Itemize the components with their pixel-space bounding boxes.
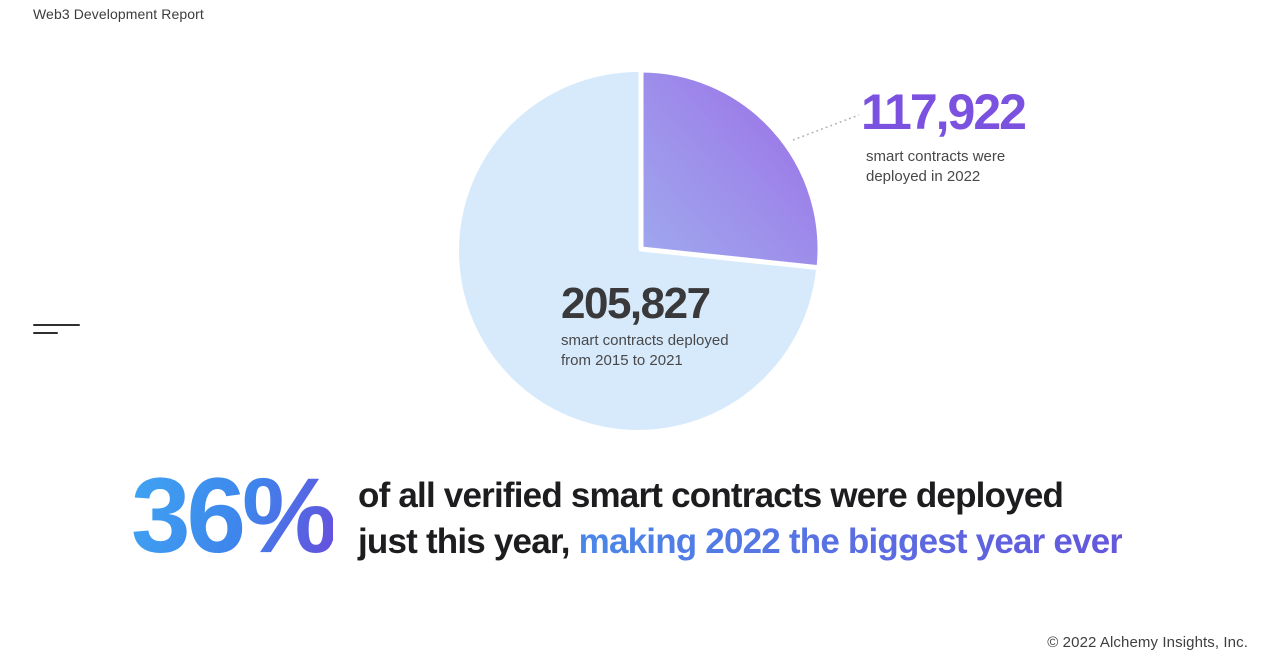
stat-percentage: 36%	[131, 455, 337, 575]
pie-label-2022: smart contracts were deployed in 2022	[866, 147, 1005, 187]
equals-icon-line-top	[33, 324, 80, 326]
statement-line2: just this year, making 2022 the biggest …	[358, 519, 1123, 565]
report-title: Web3 Development Report	[33, 6, 204, 22]
pie-chart	[459, 67, 860, 430]
copyright-notice: © 2022 Alchemy Insights, Inc.	[1047, 634, 1248, 651]
pie-slice-2022	[638, 67, 823, 271]
pie-value-2022: 117,922	[861, 84, 1027, 140]
statement-line2-plain: just this year,	[358, 522, 579, 561]
pie-label-2022-line2: deployed in 2022	[866, 168, 981, 185]
statement-text: of all verified smart contracts were dep…	[358, 473, 1123, 565]
callout-leader-line	[792, 114, 860, 141]
pie-label-2015-2021-line1: smart contracts deployed	[561, 332, 729, 349]
statement-line1: of all verified smart contracts were dep…	[358, 476, 1064, 515]
pie-label-2015-2021: smart contracts deployed from 2015 to 20…	[561, 331, 729, 370]
pie-value-2015-2021: 205,827	[561, 279, 711, 328]
pie-label-2015-2021-line2: from 2015 to 2021	[561, 351, 683, 369]
pie-label-2022-line1: smart contracts were	[866, 148, 1006, 165]
equals-icon-line-bottom	[33, 332, 58, 334]
statement-line2-highlight: making 2022 the biggest year ever	[578, 522, 1123, 561]
